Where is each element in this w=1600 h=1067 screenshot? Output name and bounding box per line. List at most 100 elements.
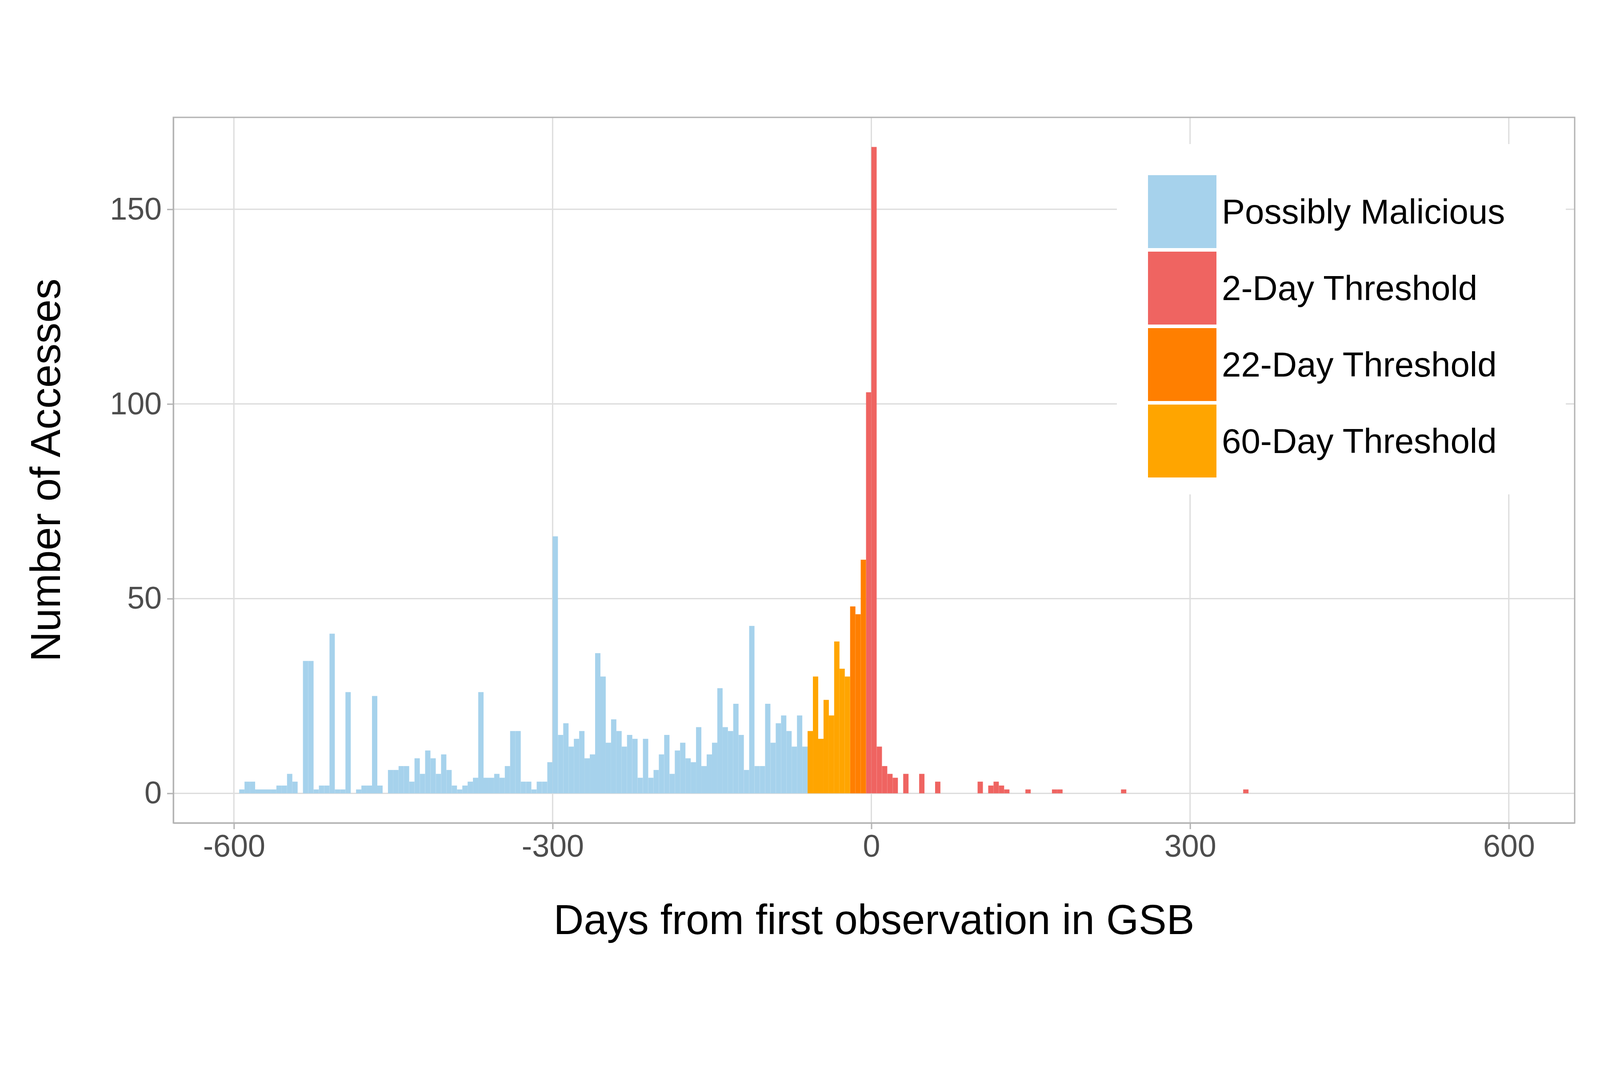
bar	[568, 746, 574, 793]
bar	[1104, 792, 1111, 794]
bar	[722, 727, 728, 794]
bar	[796, 715, 803, 793]
bars	[239, 147, 1249, 794]
bar	[935, 781, 941, 793]
bar	[276, 785, 282, 794]
bar	[1163, 792, 1169, 794]
bar	[297, 792, 304, 794]
y-tick: 100	[109, 386, 174, 421]
bar	[674, 750, 680, 793]
bar	[1174, 792, 1180, 794]
bar	[680, 742, 686, 794]
bar	[1147, 792, 1153, 794]
bar	[844, 676, 851, 794]
legend-label: 60-Day Threshold	[1221, 421, 1497, 461]
plot: -600-3000300600050100150Possibly Malicio…	[109, 117, 1575, 864]
bar	[239, 789, 245, 794]
bar	[653, 769, 659, 794]
legend-label: 2-Day Threshold	[1221, 268, 1478, 308]
bar	[1014, 792, 1020, 794]
bar	[584, 758, 590, 794]
bar	[579, 730, 585, 793]
legend-label: Possibly Malicious	[1221, 192, 1505, 232]
bar	[409, 781, 415, 793]
bar	[881, 765, 888, 793]
bar	[563, 723, 569, 794]
bar	[1195, 792, 1201, 794]
y-tick-mark	[167, 792, 174, 794]
x-tick-label: 0	[863, 828, 881, 864]
bar	[627, 734, 633, 793]
x-tick: 300	[1164, 822, 1217, 864]
bar	[1089, 792, 1095, 794]
bar	[818, 738, 824, 794]
bar	[1158, 792, 1164, 794]
bar	[823, 699, 829, 793]
bar	[520, 781, 527, 793]
bar	[919, 773, 925, 794]
bar	[696, 727, 702, 794]
bar	[361, 785, 367, 794]
bar	[977, 781, 984, 793]
bar	[839, 668, 845, 793]
y-tick-label: 100	[109, 386, 162, 421]
bar	[536, 781, 543, 793]
bar	[733, 703, 739, 793]
bar	[637, 777, 644, 793]
bar	[430, 758, 436, 794]
bar	[467, 781, 473, 793]
bar	[462, 785, 468, 794]
bar	[717, 688, 723, 793]
bar	[892, 777, 898, 793]
bar	[308, 660, 314, 794]
bar	[435, 773, 441, 794]
bar	[404, 765, 410, 793]
bar	[749, 625, 755, 794]
x-tick-label: -600	[203, 828, 266, 864]
bar	[414, 758, 420, 794]
bar	[940, 792, 946, 794]
bar	[855, 614, 861, 794]
legend: Possibly Malicious2-Day Threshold22-Day …	[1116, 144, 1566, 495]
bar	[1168, 792, 1175, 794]
y-tick-label: 150	[109, 191, 162, 227]
bar	[233, 792, 240, 794]
bar	[988, 785, 994, 794]
y-axis-line	[172, 117, 175, 824]
series-bars	[239, 536, 808, 793]
bar	[706, 754, 712, 794]
bar	[690, 761, 696, 793]
bar	[398, 765, 404, 793]
bar	[388, 769, 394, 794]
bar	[1142, 792, 1148, 794]
bar	[961, 792, 968, 794]
bar	[494, 773, 500, 794]
bar	[488, 777, 495, 793]
grid-line-x	[233, 117, 235, 823]
bar	[780, 715, 787, 793]
bar	[1062, 792, 1068, 794]
bar	[850, 606, 856, 793]
bar	[1094, 792, 1100, 794]
bar	[744, 769, 750, 794]
bar	[701, 765, 707, 793]
bar	[382, 792, 388, 794]
bar	[754, 765, 760, 793]
bar	[611, 719, 617, 793]
bar	[1131, 792, 1137, 794]
bar	[812, 676, 819, 794]
bar	[1115, 792, 1121, 794]
bar	[510, 730, 516, 793]
bar	[1243, 789, 1249, 794]
bar	[760, 765, 766, 793]
bar	[929, 792, 936, 794]
bar	[621, 746, 628, 793]
legend-swatch	[1148, 328, 1217, 401]
bar	[281, 785, 288, 794]
bar	[738, 734, 744, 793]
bar	[526, 781, 532, 793]
bar	[712, 742, 718, 794]
bar	[951, 792, 957, 794]
bar	[983, 792, 989, 794]
bar	[446, 769, 452, 794]
